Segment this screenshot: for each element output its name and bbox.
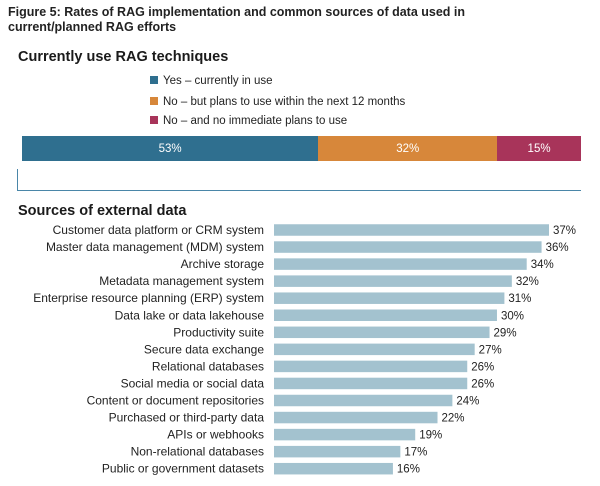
category-label: Enterprise resource planning (ERP) syste… (33, 291, 264, 305)
category-label: Social media or social data (121, 376, 265, 390)
value-label: 32% (516, 276, 539, 288)
figure-title: Figure 5: Rates of RAG implementation an… (8, 5, 466, 34)
value-label: 36% (546, 242, 569, 254)
bar (274, 343, 475, 356)
bar (274, 411, 438, 424)
category-label: Master data management (MDM) system (46, 240, 264, 254)
category-label: Content or document repositories (87, 394, 264, 408)
stacked-segment-plans: 32% (318, 136, 498, 161)
bar (274, 360, 468, 373)
bar (274, 377, 468, 390)
category-label: Purchased or third-party data (109, 411, 265, 425)
value-label: 22% (442, 413, 465, 425)
value-label: 16% (397, 464, 420, 476)
legend-item-yes: Yes – currently in use (150, 74, 273, 88)
rag-usage-title: Currently use RAG techniques (18, 49, 229, 65)
value-label: 30% (501, 310, 524, 322)
value-label: 26% (471, 361, 494, 373)
bar (274, 428, 416, 441)
bar (274, 292, 505, 304)
legend-label-no: No – and no immediate plans to use (163, 115, 348, 127)
stacked-label-no: 15% (527, 142, 551, 155)
value-label: 29% (494, 327, 517, 339)
value-label: 17% (404, 447, 427, 459)
bracket-divider (17, 169, 581, 191)
category-label: Customer data platform or CRM system (53, 223, 264, 237)
legend-label-yes: Yes – currently in use (163, 75, 273, 87)
category-label: Public or government datasets (102, 462, 264, 476)
bar (274, 224, 549, 236)
bar (274, 394, 453, 407)
bar (274, 275, 512, 287)
legend-swatch-plans (150, 97, 158, 105)
bar (274, 309, 497, 321)
bar (274, 445, 401, 458)
category-label: Non-relational databases (131, 445, 264, 459)
stacked-label-yes: 53% (158, 142, 182, 155)
stacked-segment-no: 15% (497, 136, 581, 161)
value-label: 27% (479, 344, 502, 356)
value-label: 26% (471, 378, 494, 390)
value-label: 37% (553, 225, 576, 237)
category-label: Data lake or data lakehouse (115, 308, 265, 322)
stacked-segment-yes: 53% (22, 136, 319, 161)
rag-usage-stacked-bar: 53% 32% 15% (22, 136, 581, 161)
category-label: Productivity suite (173, 325, 264, 339)
sources-title: Sources of external data (18, 203, 187, 219)
legend-swatch-yes (150, 76, 158, 84)
value-label: 19% (419, 430, 442, 442)
value-label: 31% (508, 293, 531, 305)
category-label: Archive storage (181, 257, 265, 271)
category-label: Metadata management system (99, 274, 264, 288)
category-label: APIs or webhooks (167, 428, 264, 442)
bar (274, 258, 527, 270)
category-label: Relational databases (152, 359, 264, 373)
value-label: 24% (456, 396, 479, 408)
legend-item-no: No – and no immediate plans to use (150, 114, 347, 128)
legend-item-plans: No – but plans to use within the next 12… (150, 95, 405, 109)
bar (274, 241, 542, 253)
bar (274, 462, 393, 475)
stacked-label-plans: 32% (396, 142, 420, 155)
category-label: Secure data exchange (144, 342, 264, 356)
bar (274, 326, 490, 339)
legend-swatch-no (150, 116, 158, 124)
legend-label-plans: No – but plans to use within the next 12… (163, 96, 406, 108)
value-label: 34% (531, 259, 554, 271)
sources-bar-chart: Customer data platform or CRM system 37% M… (33, 223, 576, 476)
